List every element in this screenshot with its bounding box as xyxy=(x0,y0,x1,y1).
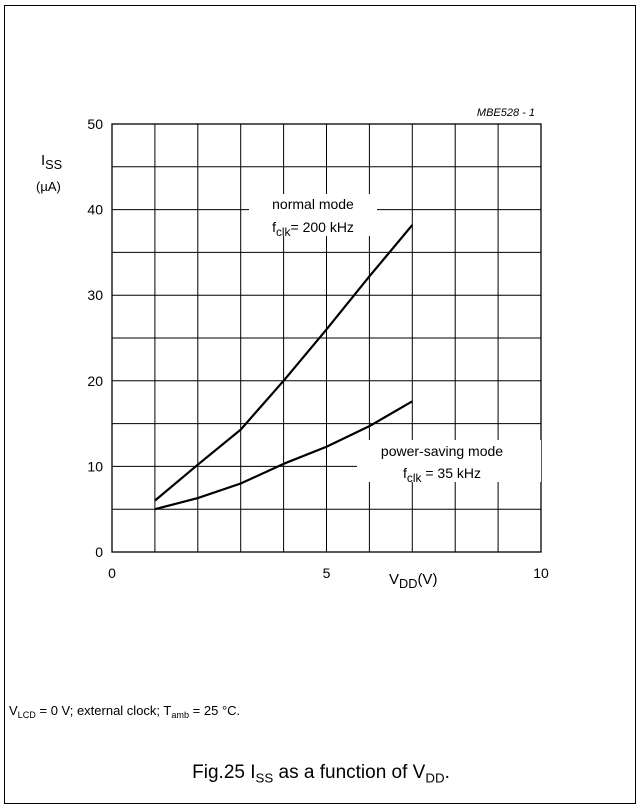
conditions-note: VLCD = 0 V; external clock; Tamb = 25 °C… xyxy=(9,703,241,721)
y-tick-label: 30 xyxy=(87,287,103,303)
y-tick-label: 10 xyxy=(87,458,103,474)
series-label-background xyxy=(249,194,377,236)
y-axis-unit: (µA) xyxy=(36,179,61,194)
series-label-background xyxy=(357,440,541,482)
y-tick-label: 40 xyxy=(87,202,103,218)
figure-id: MBE528 - 1 xyxy=(477,107,535,119)
series-line-1 xyxy=(154,224,414,502)
figure-frame xyxy=(4,5,636,804)
series-label-frequency: fclk= 200 kHz xyxy=(272,219,354,239)
series-label-name: normal mode xyxy=(272,196,354,212)
x-tick-label: 10 xyxy=(533,565,549,581)
x-tick-label: 0 xyxy=(108,565,116,581)
x-axis-label: VDD(V) xyxy=(389,571,437,591)
y-tick-label: 0 xyxy=(95,544,103,560)
y-axis-label: ISS xyxy=(41,152,62,172)
x-tick-label: 5 xyxy=(323,565,331,581)
series-label-frequency: fclk = 35 kHz xyxy=(403,465,481,485)
series-line-2 xyxy=(154,400,413,511)
plot-frame xyxy=(111,123,542,553)
y-tick-label: 50 xyxy=(87,116,103,132)
figure-caption: Fig.25 ISS as a function of VDD. xyxy=(192,762,450,786)
y-tick-label: 20 xyxy=(87,373,103,389)
series-label-name: power-saving mode xyxy=(381,443,503,459)
